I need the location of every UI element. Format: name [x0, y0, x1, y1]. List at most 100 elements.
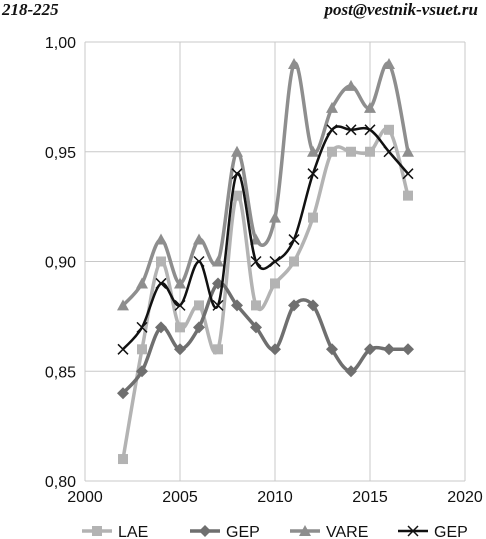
data-point: [402, 343, 414, 356]
data-point: [174, 299, 186, 311]
legend-item: LAE: [82, 524, 148, 539]
legend-label: GEP: [226, 524, 260, 539]
legend-swatch-marker: [199, 525, 211, 537]
data-point: [251, 300, 261, 311]
data-point: [136, 321, 148, 333]
data-point: [402, 168, 414, 180]
data-point: [232, 190, 242, 201]
series-line: [121, 126, 410, 460]
data-point: [327, 146, 337, 157]
data-point: [212, 255, 224, 267]
data-point: [288, 57, 300, 69]
data-point: [364, 101, 376, 113]
legend-swatch-marker: [299, 525, 311, 536]
data-point: [269, 211, 281, 223]
data-point: [250, 321, 262, 334]
data-point: [117, 299, 129, 311]
series-line: [121, 281, 408, 395]
x-tick-label: 2000: [67, 489, 103, 506]
legend-swatch-marker: [92, 526, 102, 536]
data-point: [270, 278, 280, 289]
legend-item: GEP: [190, 524, 260, 539]
data-point: [269, 255, 281, 268]
page-range-header: 218-225: [2, 0, 59, 19]
line-chart: 0,80 0,85 0,90 0,95 1,00 2000 2005 2010 2015 202…: [45, 35, 483, 539]
data-point: [118, 454, 128, 465]
data-point: [117, 387, 129, 400]
data-point: [155, 321, 167, 334]
data-point: [269, 343, 281, 356]
data-point: [193, 321, 205, 334]
data-point: [174, 277, 186, 289]
legend-label: GEP: [434, 524, 468, 539]
series-1: [117, 277, 414, 400]
data-point: [289, 256, 299, 267]
data-point: [250, 233, 262, 245]
data-point: [155, 233, 167, 245]
legend: LAE GEP VARE GEP: [82, 524, 468, 539]
data-point: [231, 145, 243, 157]
y-tick-label: 0,85: [45, 364, 76, 381]
data-point: [136, 277, 148, 289]
series-line: [122, 125, 409, 351]
series-layer: [117, 57, 414, 465]
data-point: [231, 168, 243, 180]
data-point: [383, 57, 395, 69]
legend-item: GEP: [398, 524, 468, 539]
data-point: [117, 343, 129, 355]
data-point: [326, 124, 338, 136]
data-point: [194, 300, 204, 311]
data-point: [231, 299, 243, 312]
data-point: [288, 299, 300, 312]
data-point: [174, 343, 186, 356]
x-tick-label: 2020: [447, 489, 483, 506]
data-point: [213, 344, 223, 355]
legend-label: LAE: [118, 524, 148, 539]
email-header: post@vestnik-vsuet.ru: [324, 0, 478, 19]
y-tick-label: 0,80: [45, 474, 76, 491]
data-point: [346, 146, 356, 157]
x-axis: 2000 2005 2010 2015 2020: [67, 489, 483, 506]
data-point: [155, 277, 167, 289]
data-point: [383, 146, 395, 158]
data-point: [384, 124, 394, 135]
legend-item: VARE: [290, 524, 368, 539]
data-point: [326, 343, 338, 356]
data-point: [193, 233, 205, 245]
data-point: [402, 145, 414, 157]
data-point: [156, 256, 166, 267]
y-tick-label: 0,95: [45, 145, 76, 162]
data-point: [307, 168, 319, 180]
y-axis: 0,80 0,85 0,90 0,95 1,00: [45, 35, 76, 491]
data-point: [307, 299, 319, 312]
data-point: [326, 101, 338, 113]
x-tick-label: 2005: [162, 489, 198, 506]
data-point: [365, 146, 375, 157]
data-point: [364, 343, 376, 356]
series-0: [118, 124, 413, 465]
data-point: [212, 299, 224, 311]
series-line: [121, 61, 410, 307]
data-point: [307, 145, 319, 157]
data-point: [383, 343, 395, 356]
data-point: [345, 79, 357, 91]
legend-label: VARE: [326, 524, 368, 539]
data-point: [345, 124, 357, 136]
x-tick-label: 2010: [257, 489, 293, 506]
data-point: [288, 234, 300, 246]
data-point: [137, 344, 147, 355]
y-tick-label: 0,90: [45, 255, 76, 272]
data-point: [364, 124, 376, 136]
data-point: [250, 255, 262, 268]
y-tick-label: 1,00: [45, 35, 76, 52]
data-point: [345, 365, 357, 378]
data-point: [136, 365, 148, 378]
series-3: [117, 124, 414, 355]
series-2: [117, 57, 414, 311]
data-point: [403, 190, 413, 201]
legend-swatch-marker: [407, 525, 419, 537]
x-tick-label: 2015: [352, 489, 388, 506]
data-point: [308, 212, 318, 223]
data-point: [175, 322, 185, 333]
data-point: [193, 255, 205, 268]
